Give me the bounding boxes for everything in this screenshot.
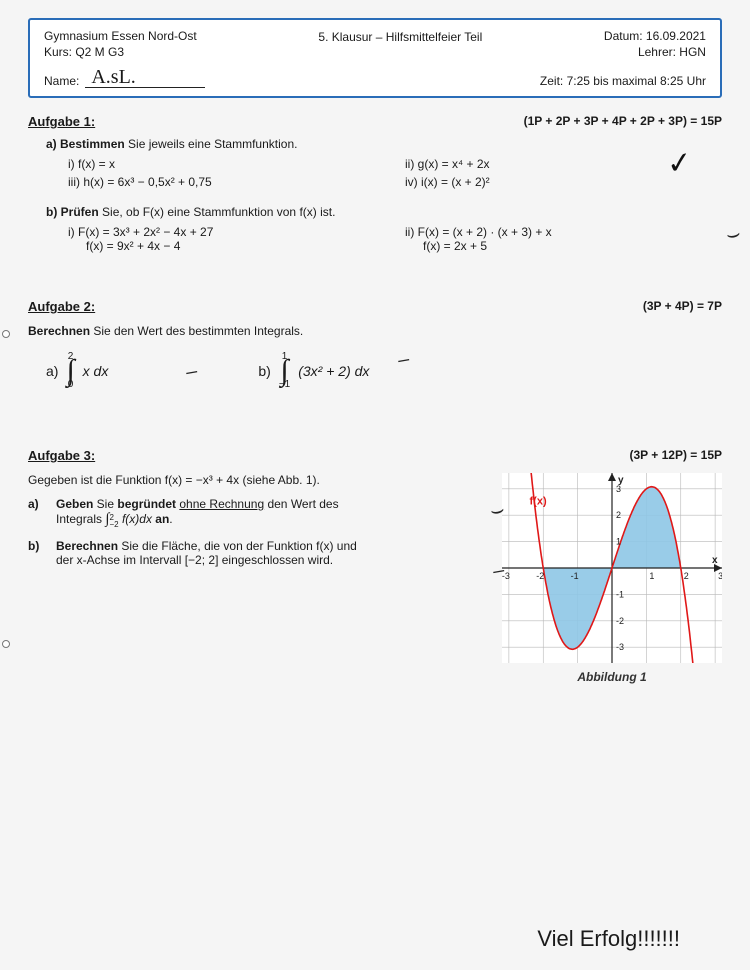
svg-text:3: 3 xyxy=(718,571,722,581)
svg-text:-1: -1 xyxy=(571,571,579,581)
course: Kurs: Q2 M G3 xyxy=(44,44,197,60)
a1b-i-bot: f(x) = 9x² + 4x − 4 xyxy=(86,239,385,253)
a1-a-text: Bestimmen Sie jeweils eine Stammfunktion… xyxy=(60,137,297,151)
aufgabe3-points: (3P + 12P) = 15P xyxy=(629,448,722,462)
a1-i: i) f(x) = x xyxy=(68,157,385,171)
scribble-icon: ⎯ xyxy=(396,346,411,374)
svg-text:-3: -3 xyxy=(616,643,624,653)
teacher: Lehrer: HGN xyxy=(604,44,706,60)
chart-figure: -3-2-1123-3-2-1123xyf(x) xyxy=(502,473,722,663)
a1-b-label: b) xyxy=(46,205,57,219)
exam-title: 5. Klausur – Hilfsmittelfeier Teil xyxy=(318,28,482,44)
svg-text:-2: -2 xyxy=(536,571,544,581)
a2-int-a: a) 2 ∫ 0 x dx ⎯ xyxy=(46,352,108,390)
scribble-icon: ⎯ xyxy=(184,358,199,386)
a1-b-text: Prüfen Sie, ob F(x) eine Stammfunktion v… xyxy=(61,205,336,219)
svg-text:2: 2 xyxy=(616,511,621,521)
good-luck: Viel Erfolg!!!!!!! xyxy=(537,926,680,952)
name-value: A.sL. xyxy=(85,68,205,88)
a3-a-text: Geben Sie begründet ohne Rechnung den We… xyxy=(56,497,339,528)
header-box: Gymnasium Essen Nord-Ost Kurs: Q2 M G3 5… xyxy=(28,18,722,98)
aufgabe1-title: Aufgabe 1: xyxy=(28,114,95,129)
name-label: Name: xyxy=(44,74,79,88)
a1b-ii-bot: f(x) = 2x + 5 xyxy=(423,239,722,253)
a2-int-b: b) 1 ∫ −1 (3x² + 2) dx ⎯ xyxy=(258,352,369,390)
svg-text:x: x xyxy=(712,555,718,566)
aufgabe3-title: Aufgabe 3: xyxy=(28,448,95,463)
svg-text:-1: -1 xyxy=(616,590,624,600)
svg-text:f(x): f(x) xyxy=(530,496,547,508)
svg-text:y: y xyxy=(618,475,624,486)
a1b-i-top: i) F(x) = 3x³ + 2x² − 4x + 27 xyxy=(68,225,385,239)
svg-text:2: 2 xyxy=(684,571,689,581)
aufgabe1-points: (1P + 2P + 3P + 4P + 2P + 3P) = 15P xyxy=(524,114,722,128)
a3-a-label: a) xyxy=(28,497,46,528)
svg-text:-2: -2 xyxy=(616,616,624,626)
check-icon: ✓ xyxy=(665,145,694,182)
aufgabe2-points: (3P + 4P) = 7P xyxy=(643,299,722,313)
a2-text: Berechnen Sie den Wert des bestimmten In… xyxy=(28,324,303,338)
scribble-icon: ⌣ xyxy=(723,220,742,248)
a1b-ii-top: ii) F(x) = (x + 2) · (x + 3) + x xyxy=(405,225,722,239)
aufgabe2-title: Aufgabe 2: xyxy=(28,299,95,314)
a1-iii: iii) h(x) = 6x³ − 0,5x² + 0,75 xyxy=(68,175,385,189)
date: Datum: 16.09.2021 xyxy=(604,28,706,44)
time-note: Zeit: 7:25 bis maximal 8:25 Uhr xyxy=(540,74,706,88)
a3-given: Gegeben ist die Funktion f(x) = −x³ + 4x… xyxy=(28,473,486,487)
figure-caption: Abbildung 1 xyxy=(502,670,722,684)
a3-b-text: Berechnen Sie die Fläche, die von der Fu… xyxy=(56,539,366,567)
svg-text:1: 1 xyxy=(649,571,654,581)
a3-b-label: b) xyxy=(28,539,46,567)
a1-a-label: a) xyxy=(46,137,57,151)
svg-text:1: 1 xyxy=(616,537,621,547)
school: Gymnasium Essen Nord-Ost xyxy=(44,28,197,44)
